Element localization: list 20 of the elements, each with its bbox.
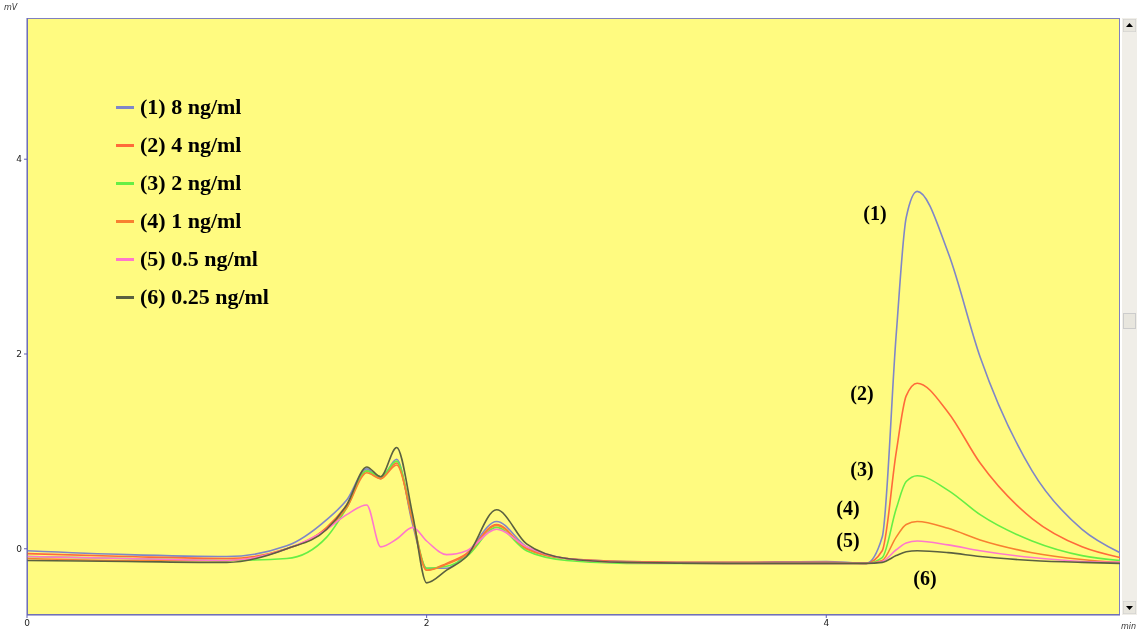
y-tick-label: 0 — [16, 543, 23, 554]
legend-label: (4) 1 ng/ml — [140, 207, 242, 235]
annotation: (6) — [913, 566, 937, 590]
legend-label: (1) 8 ng/ml — [140, 93, 242, 121]
annotation: (2) — [850, 381, 874, 405]
annotation: (3) — [850, 457, 874, 481]
legend-label: (2) 4 ng/ml — [140, 131, 242, 159]
x-tick-label: 4 — [823, 618, 830, 629]
annotation: (4) — [836, 496, 860, 520]
x-tick-label: 0 — [24, 618, 31, 629]
y-tick-label: 2 — [16, 349, 22, 360]
legend-label: (6) 0.25 ng/ml — [140, 283, 269, 311]
annotation: (5) — [836, 528, 860, 552]
x-tick-label: 2 — [423, 618, 430, 629]
legend-label: (3) 2 ng/ml — [140, 169, 242, 197]
annotation: (1) — [863, 201, 887, 225]
x-axis-title: min — [1120, 622, 1136, 631]
legend-label: (5) 0.5 ng/ml — [140, 245, 258, 273]
y-tick-label: 4 — [16, 154, 23, 165]
y-axis-title: mV — [4, 3, 18, 12]
